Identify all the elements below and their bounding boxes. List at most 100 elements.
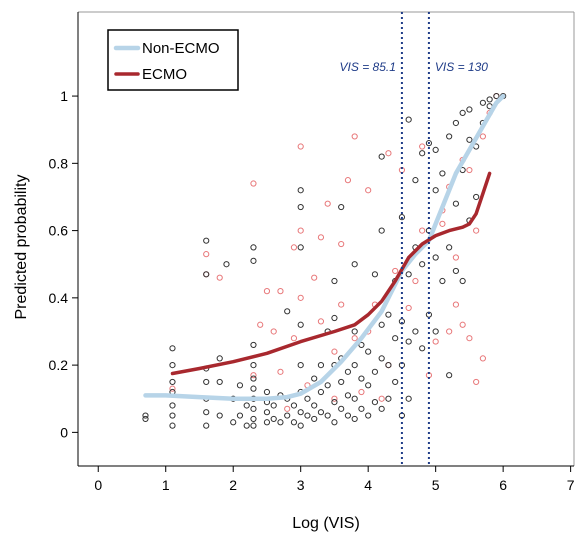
non-ecmo-point (473, 193, 480, 201)
non-ecmo-point (203, 409, 210, 416)
ecmo-point (479, 133, 486, 140)
non-ecmo-point (351, 328, 358, 335)
ecmo-point (351, 133, 358, 140)
vis-threshold-label: VIS = 130 (435, 60, 488, 74)
non-ecmo-point (405, 338, 412, 345)
y-tick-label: 1 (60, 88, 68, 104)
non-ecmo-point (358, 405, 365, 412)
non-ecmo-point (169, 362, 176, 369)
non-ecmo-point (250, 244, 257, 251)
ecmo-point (358, 388, 365, 396)
non-ecmo-point (446, 372, 453, 379)
ecmo-point (378, 395, 385, 402)
legend-label: Non-ECMO (142, 40, 220, 57)
non-ecmo-point (365, 348, 372, 355)
ecmo-point (365, 187, 372, 194)
ecmo-point (466, 166, 473, 174)
non-ecmo-point (250, 405, 257, 412)
non-ecmo-point (250, 422, 257, 429)
non-ecmo-point (459, 277, 466, 285)
ecmo-point (405, 304, 412, 312)
non-ecmo-point (452, 119, 460, 127)
non-ecmo-point (324, 412, 331, 419)
ecmo-point (432, 338, 439, 345)
ecmo-point (446, 328, 453, 335)
x-tick-label: 7 (567, 477, 575, 493)
non-ecmo-point (290, 419, 298, 426)
non-ecmo-point (446, 133, 453, 140)
non-ecmo-point (243, 422, 250, 429)
non-ecmo-point (317, 409, 325, 416)
non-ecmo-point (385, 395, 392, 402)
ecmo-point (452, 301, 460, 308)
ecmo-point (392, 267, 399, 275)
x-tick-label: 5 (432, 477, 440, 493)
non-ecmo-point (419, 345, 426, 352)
non-ecmo-point (277, 419, 284, 426)
y-axis-label: Predicted probability (13, 175, 30, 320)
non-ecmo-point (412, 328, 419, 335)
legend-label: ECMO (142, 66, 187, 83)
non-ecmo-point (324, 382, 331, 389)
non-ecmo-point (304, 395, 311, 402)
non-ecmo-point (365, 382, 372, 389)
ecmo-point (331, 348, 338, 355)
non-ecmo-point (432, 328, 439, 335)
legend: Non-ECMO ECMO (107, 29, 239, 91)
non-ecmo-point (385, 311, 392, 318)
x-axis-label: Log (VIS) (292, 515, 360, 532)
non-ecmo-point (338, 405, 345, 412)
non-ecmo-point (338, 378, 345, 386)
non-ecmo-point (446, 244, 453, 251)
non-ecmo-point (142, 412, 149, 419)
non-ecmo-point (263, 409, 271, 416)
non-ecmo-point (331, 314, 338, 322)
non-ecmo-point (216, 412, 223, 419)
non-ecmo-point (223, 261, 230, 268)
ecmo-point (250, 372, 257, 379)
ecmo-point (317, 318, 325, 325)
ecmo-point (473, 227, 480, 234)
ecmo-point (317, 234, 325, 241)
non-ecmo-point (270, 415, 277, 423)
non-ecmo-point (466, 106, 473, 113)
legend-box (107, 29, 239, 91)
ecmo-point (473, 378, 480, 386)
non-ecmo-point (331, 419, 338, 426)
ecmo-point (297, 143, 304, 150)
non-ecmo-point (405, 271, 412, 278)
ecmo-point (412, 277, 419, 285)
ecmo-point (331, 395, 338, 402)
non-ecmo-point (378, 227, 385, 234)
non-ecmo-curve (143, 93, 506, 401)
non-ecmo-point (297, 321, 304, 328)
fitted-curves (143, 93, 506, 401)
ecmo-point (263, 288, 271, 295)
non-ecmo-point (398, 214, 406, 221)
non-ecmo-point (297, 409, 304, 416)
non-ecmo-point (270, 402, 277, 409)
non-ecmo-point (311, 402, 318, 409)
non-ecmo-point (317, 362, 325, 369)
non-ecmo-point (452, 267, 460, 275)
ecmo-point (169, 385, 176, 392)
non-ecmo-point (250, 375, 257, 382)
non-ecmo-point (466, 136, 473, 143)
x-tick-label: 3 (297, 477, 305, 493)
x-tick-label: 0 (94, 477, 102, 493)
non-ecmo-point (250, 415, 257, 423)
threshold-lines: VIS = 85.1 VIS = 130 (340, 12, 488, 466)
non-ecmo-point (297, 244, 304, 251)
non-ecmo-point (169, 422, 176, 429)
non-ecmo-point (392, 335, 399, 342)
non-ecmo-point (344, 368, 352, 375)
non-ecmo-point (405, 395, 412, 402)
non-ecmo-point (344, 392, 352, 399)
non-ecmo-point (371, 399, 379, 406)
non-ecmo-point (331, 399, 338, 406)
non-ecmo-point (365, 412, 372, 419)
non-ecmo-point (392, 378, 399, 386)
ecmo-point (284, 405, 291, 412)
non-ecmo-point (425, 140, 433, 147)
non-ecmo-point (405, 116, 412, 123)
